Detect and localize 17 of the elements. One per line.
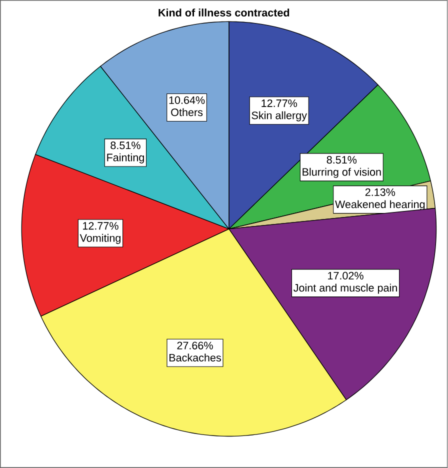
data-label: 17.02% [328, 272, 364, 280]
data-label: 27.66% [177, 342, 213, 350]
chart-title: Kind of illness contracted [158, 8, 290, 16]
data-label: 2.13% [366, 188, 396, 196]
slice-label: Weakened hearing [335, 200, 425, 210]
data-label: 8.51% [326, 156, 357, 164]
slice-label: Backaches [170, 354, 222, 362]
data-label: 8.51% [110, 142, 140, 150]
data-label: 12.77% [83, 222, 118, 230]
slice-label: Vomiting [80, 234, 121, 244]
slice-label: Joint and muscle pain [294, 284, 398, 294]
slice-label: Fainting [107, 153, 144, 164]
slice-label: Others [171, 108, 203, 116]
data-label: 10.64% [169, 96, 205, 104]
data-label: 12.77% [262, 99, 298, 108]
slice-label: Blurring of vision [302, 168, 381, 178]
slice-label: Skin allergy [252, 111, 308, 122]
